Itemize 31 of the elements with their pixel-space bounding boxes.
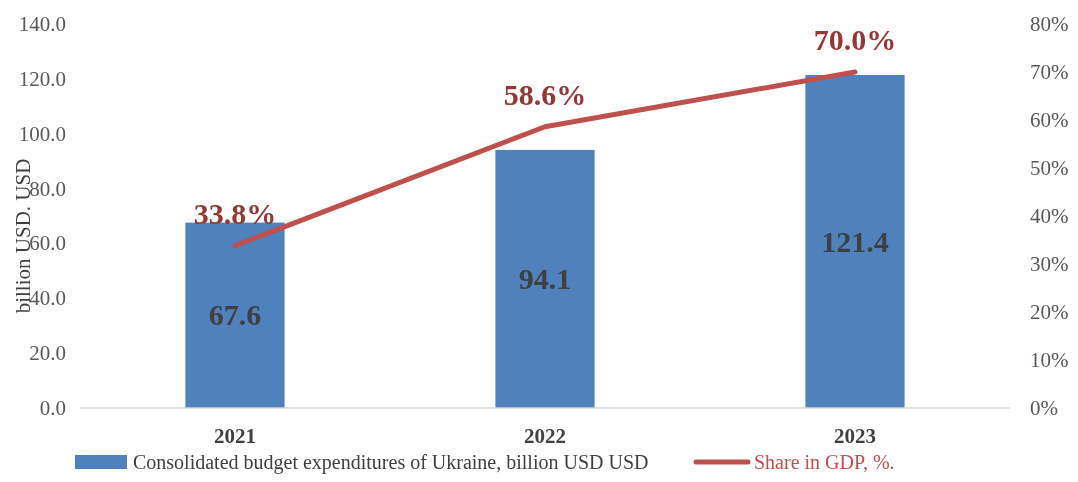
y2-tick-label: 0% [1030,396,1058,420]
data-label: 70.0% [813,23,897,56]
bar [495,149,595,408]
x-tick-label: 2023 [834,424,876,448]
data-label: 121.4 [821,224,889,258]
y-tick-label: 80.0 [29,176,66,201]
bar [805,75,905,408]
y-tick-label: 0.0 [39,396,66,420]
legend-label: Consolidated budget expenditures of Ukraine, billion USD USD [133,451,649,474]
y2-tick-label: 40% [1030,204,1069,228]
x-tick-label: 2022 [524,424,566,448]
data-label: 33.8% [193,196,277,230]
data-label: 58.6% [503,77,587,111]
data-label: 94.1 [518,261,572,295]
y2-tick-label: 20% [1030,300,1069,324]
y2-tick-label: 60% [1030,108,1069,132]
x-tick-label: 2021 [214,424,256,448]
legend-label: Share in GDP, %. [754,451,895,473]
y-tick-label: 20.0 [29,341,66,366]
y2-tick-label: 80% [1030,12,1069,36]
data-label: 67.6 [208,298,262,332]
bar [185,222,285,408]
y-tick-label: 40.0 [29,286,66,311]
y2-tick-label: 70% [1030,60,1069,84]
y2-tick-label: 10% [1030,348,1069,372]
y-tick-label: 120.0 [18,66,66,91]
y-tick-label: 60.0 [29,231,66,256]
y-tick-label: 100.0 [18,121,66,146]
y-tick-label: 140.0 [18,12,66,36]
y2-tick-label: 30% [1030,252,1069,276]
y2-tick-label: 50% [1030,156,1069,180]
